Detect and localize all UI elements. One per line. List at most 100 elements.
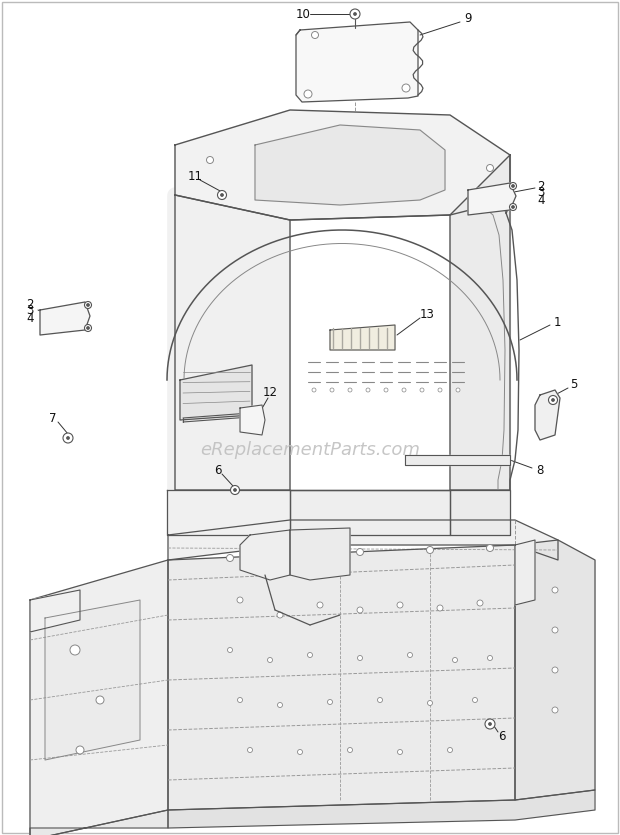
- Circle shape: [428, 701, 433, 706]
- Circle shape: [549, 396, 557, 404]
- Text: 9: 9: [464, 13, 472, 26]
- Text: 7: 7: [49, 412, 57, 424]
- Circle shape: [237, 697, 242, 702]
- Circle shape: [327, 700, 332, 705]
- Circle shape: [402, 388, 406, 392]
- Polygon shape: [168, 545, 515, 810]
- Polygon shape: [167, 490, 290, 535]
- Circle shape: [298, 750, 303, 755]
- Circle shape: [304, 90, 312, 98]
- Circle shape: [63, 433, 73, 443]
- Polygon shape: [290, 528, 350, 580]
- Polygon shape: [450, 155, 510, 490]
- Text: 5: 5: [570, 378, 578, 392]
- Circle shape: [397, 750, 402, 755]
- Polygon shape: [535, 390, 560, 440]
- Circle shape: [356, 549, 363, 555]
- Polygon shape: [168, 790, 595, 828]
- Circle shape: [330, 388, 334, 392]
- Circle shape: [218, 190, 226, 200]
- Circle shape: [357, 607, 363, 613]
- Text: 13: 13: [420, 308, 435, 321]
- Circle shape: [407, 652, 412, 657]
- Circle shape: [453, 657, 458, 662]
- Text: 11: 11: [187, 170, 203, 183]
- Circle shape: [277, 612, 283, 618]
- Circle shape: [552, 707, 558, 713]
- Circle shape: [552, 667, 558, 673]
- Polygon shape: [40, 302, 90, 335]
- Circle shape: [438, 388, 442, 392]
- Circle shape: [384, 388, 388, 392]
- Circle shape: [66, 437, 69, 439]
- Text: 1: 1: [553, 316, 560, 328]
- Circle shape: [489, 722, 492, 726]
- Text: 2: 2: [26, 297, 33, 311]
- Circle shape: [70, 645, 80, 655]
- Circle shape: [267, 657, 273, 662]
- Text: 6: 6: [498, 730, 506, 742]
- Circle shape: [206, 156, 213, 164]
- Text: 12: 12: [262, 387, 278, 399]
- Circle shape: [512, 205, 515, 209]
- Circle shape: [312, 388, 316, 392]
- Polygon shape: [255, 125, 445, 205]
- Circle shape: [96, 696, 104, 704]
- Circle shape: [358, 655, 363, 660]
- Polygon shape: [468, 183, 516, 215]
- Circle shape: [87, 326, 89, 330]
- Polygon shape: [30, 560, 168, 835]
- Text: 6: 6: [215, 463, 222, 477]
- Text: 4: 4: [538, 194, 545, 206]
- Circle shape: [402, 84, 410, 92]
- Circle shape: [397, 602, 403, 608]
- Circle shape: [228, 647, 232, 652]
- Circle shape: [487, 164, 494, 171]
- Polygon shape: [296, 22, 418, 102]
- Circle shape: [308, 652, 312, 657]
- Circle shape: [226, 554, 234, 561]
- Circle shape: [378, 697, 383, 702]
- Circle shape: [485, 719, 495, 729]
- Circle shape: [552, 587, 558, 593]
- Circle shape: [237, 597, 243, 603]
- Polygon shape: [240, 405, 265, 435]
- Circle shape: [420, 388, 424, 392]
- Text: eReplacementParts.com: eReplacementParts.com: [200, 441, 420, 459]
- Circle shape: [510, 204, 516, 210]
- Text: 3: 3: [26, 305, 33, 317]
- Circle shape: [427, 546, 433, 554]
- Circle shape: [552, 398, 554, 402]
- Polygon shape: [45, 600, 140, 760]
- Circle shape: [231, 485, 239, 494]
- Circle shape: [487, 655, 492, 660]
- Circle shape: [512, 185, 515, 188]
- Circle shape: [347, 747, 353, 752]
- Circle shape: [350, 9, 360, 19]
- Circle shape: [221, 194, 223, 196]
- Circle shape: [317, 602, 323, 608]
- Circle shape: [448, 747, 453, 752]
- Circle shape: [487, 544, 494, 551]
- Polygon shape: [240, 530, 290, 580]
- Circle shape: [234, 488, 236, 492]
- Polygon shape: [450, 490, 510, 535]
- Polygon shape: [405, 455, 510, 465]
- Circle shape: [552, 627, 558, 633]
- Text: 8: 8: [536, 463, 544, 477]
- Circle shape: [84, 325, 92, 331]
- Circle shape: [353, 13, 356, 16]
- Polygon shape: [515, 540, 595, 800]
- Circle shape: [437, 605, 443, 611]
- Polygon shape: [175, 110, 510, 220]
- Polygon shape: [330, 325, 395, 350]
- Circle shape: [286, 551, 293, 559]
- Circle shape: [87, 303, 89, 306]
- Circle shape: [477, 600, 483, 606]
- Circle shape: [348, 388, 352, 392]
- Polygon shape: [180, 365, 252, 420]
- Circle shape: [366, 388, 370, 392]
- Circle shape: [456, 388, 460, 392]
- Text: 2: 2: [538, 180, 545, 193]
- Polygon shape: [30, 590, 80, 632]
